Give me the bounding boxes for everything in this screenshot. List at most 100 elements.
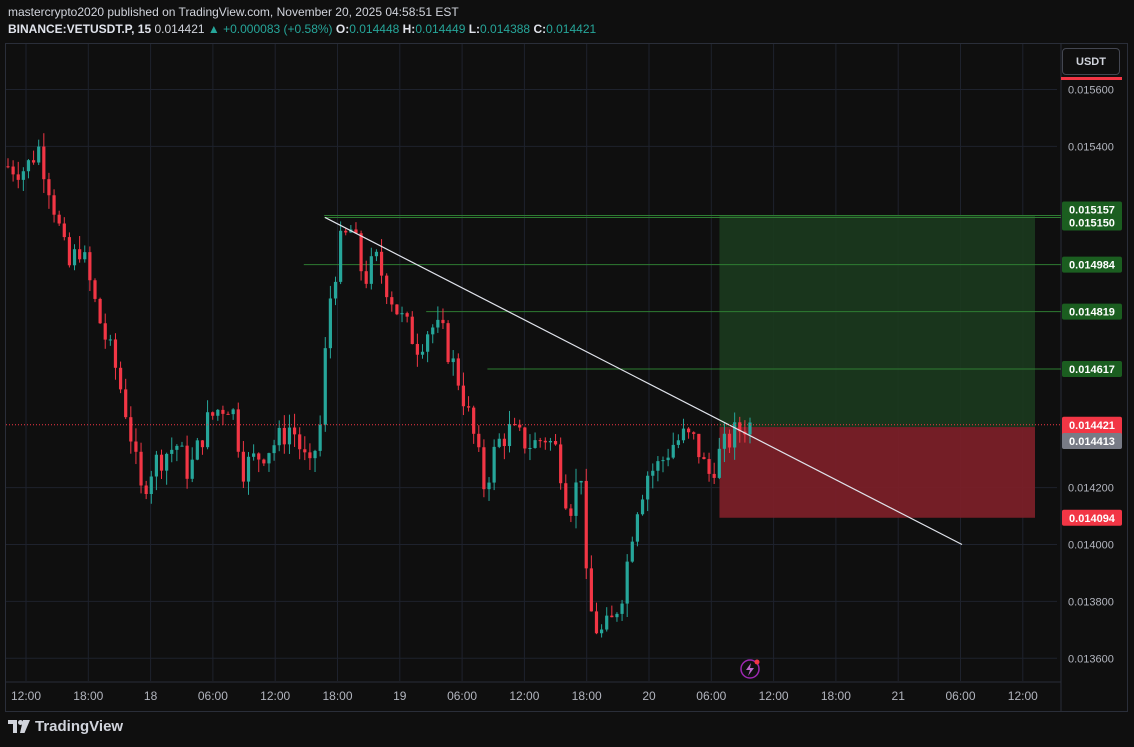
candle-body: [610, 615, 614, 618]
candle-body: [287, 427, 292, 445]
candle-body: [16, 174, 20, 180]
symbol-label[interactable]: BINANCE:VETUSDT.P, 15: [8, 22, 152, 36]
candle-body: [108, 339, 112, 341]
candle-body: [180, 445, 184, 447]
candle-body: [175, 445, 179, 450]
candle-body: [103, 323, 107, 340]
candle-body: [727, 433, 732, 448]
currency-button[interactable]: USDT: [1062, 48, 1120, 75]
lightning-icon-bolt: [746, 663, 754, 676]
lightning-icon: [740, 659, 760, 679]
candle-body: [451, 358, 455, 363]
candle-body: [364, 271, 368, 284]
candle-body: [697, 433, 701, 458]
close-label: C:: [533, 22, 547, 36]
candle-body: [492, 446, 496, 483]
candle-body: [62, 223, 66, 238]
candle-body: [257, 453, 261, 460]
candle-body: [589, 568, 593, 612]
candle-body: [83, 252, 87, 260]
candle-body: [78, 249, 82, 260]
candle-body: [124, 389, 128, 418]
candle-body: [390, 297, 394, 305]
candle-body: [579, 480, 583, 483]
candle-body: [676, 440, 680, 445]
trendline: [324, 216, 963, 546]
candle-body: [205, 412, 210, 448]
tradingview-logo[interactable]: TradingView: [8, 718, 123, 735]
candle-body: [190, 459, 194, 479]
candle-body: [11, 166, 15, 175]
price-axis-label: 0.015157: [1069, 204, 1115, 216]
candle-body: [620, 603, 624, 614]
candle-body: [313, 450, 317, 459]
x-tick-label: 19: [393, 689, 407, 703]
chart-frame: [5, 43, 1128, 712]
candle-body: [456, 358, 460, 386]
tradingview-logo-text: TradingView: [35, 718, 124, 735]
x-tick-label: 21: [892, 689, 906, 703]
tradingview-logo-icon: [8, 720, 30, 733]
candle-body: [564, 483, 568, 509]
candle-body: [195, 440, 199, 460]
candle-body: [518, 424, 522, 428]
price-axis-label-bg: [1062, 214, 1122, 231]
candle-body: [262, 459, 266, 464]
open-value: 0.014448: [349, 22, 400, 36]
candle-body: [282, 427, 286, 445]
candle-body: [292, 427, 297, 435]
candle-body: [211, 412, 215, 416]
candle-body: [477, 433, 481, 448]
candle-body: [656, 461, 660, 471]
candle-body: [67, 237, 72, 266]
candle-body: [149, 476, 153, 495]
candle-body: [625, 561, 629, 604]
candle-body: [717, 448, 721, 478]
y-tick-label: 0.014200: [1068, 483, 1114, 495]
candle-body: [681, 428, 686, 441]
high-label: H:: [402, 22, 416, 36]
price-axis-label: 0.014094: [1069, 513, 1116, 525]
candle-body: [241, 451, 245, 482]
price-axis-label-bg: [1062, 303, 1122, 320]
candle-body: [646, 475, 650, 500]
price-axis-label-bg: [1062, 509, 1122, 526]
candle-body: [252, 453, 256, 457]
candle-body: [165, 453, 169, 471]
y-tick-label: 0.015600: [1068, 85, 1114, 97]
candle-body: [385, 275, 389, 298]
last-price: 0.014421: [154, 22, 205, 36]
candle-body: [221, 409, 225, 414]
candle-body: [548, 440, 553, 443]
candle-body: [461, 385, 466, 407]
candle-body: [154, 454, 158, 477]
y-tick-label: 0.015400: [1068, 141, 1114, 153]
candle-body: [528, 447, 532, 449]
candle-body: [159, 454, 164, 471]
candle-body: [308, 452, 312, 459]
y-tick-label: 0.013800: [1068, 596, 1114, 608]
candle-body: [88, 252, 92, 281]
candle-body: [533, 440, 537, 448]
candle-body: [635, 514, 640, 542]
candle-body: [72, 249, 77, 266]
x-tick-label: 18: [144, 689, 158, 703]
lightning-icon-ring: [740, 659, 760, 679]
price-axis-label: 0.014819: [1069, 307, 1115, 319]
candle-body: [722, 433, 727, 449]
lightning-icon-dot: [754, 659, 760, 665]
x-tick-label: 06:00: [696, 689, 726, 703]
candle-body: [472, 407, 476, 434]
price-axis-label-bg: [1062, 201, 1122, 218]
candle-body: [37, 146, 41, 163]
candle-body: [328, 298, 332, 349]
candle-body: [615, 613, 619, 618]
candle-body: [98, 298, 102, 324]
candle-body: [574, 482, 578, 516]
candle-body: [369, 256, 373, 284]
candle-body: [692, 432, 696, 434]
candle-body: [303, 449, 307, 453]
candle-body: [323, 348, 327, 425]
x-tick-label: 12:00: [759, 689, 789, 703]
